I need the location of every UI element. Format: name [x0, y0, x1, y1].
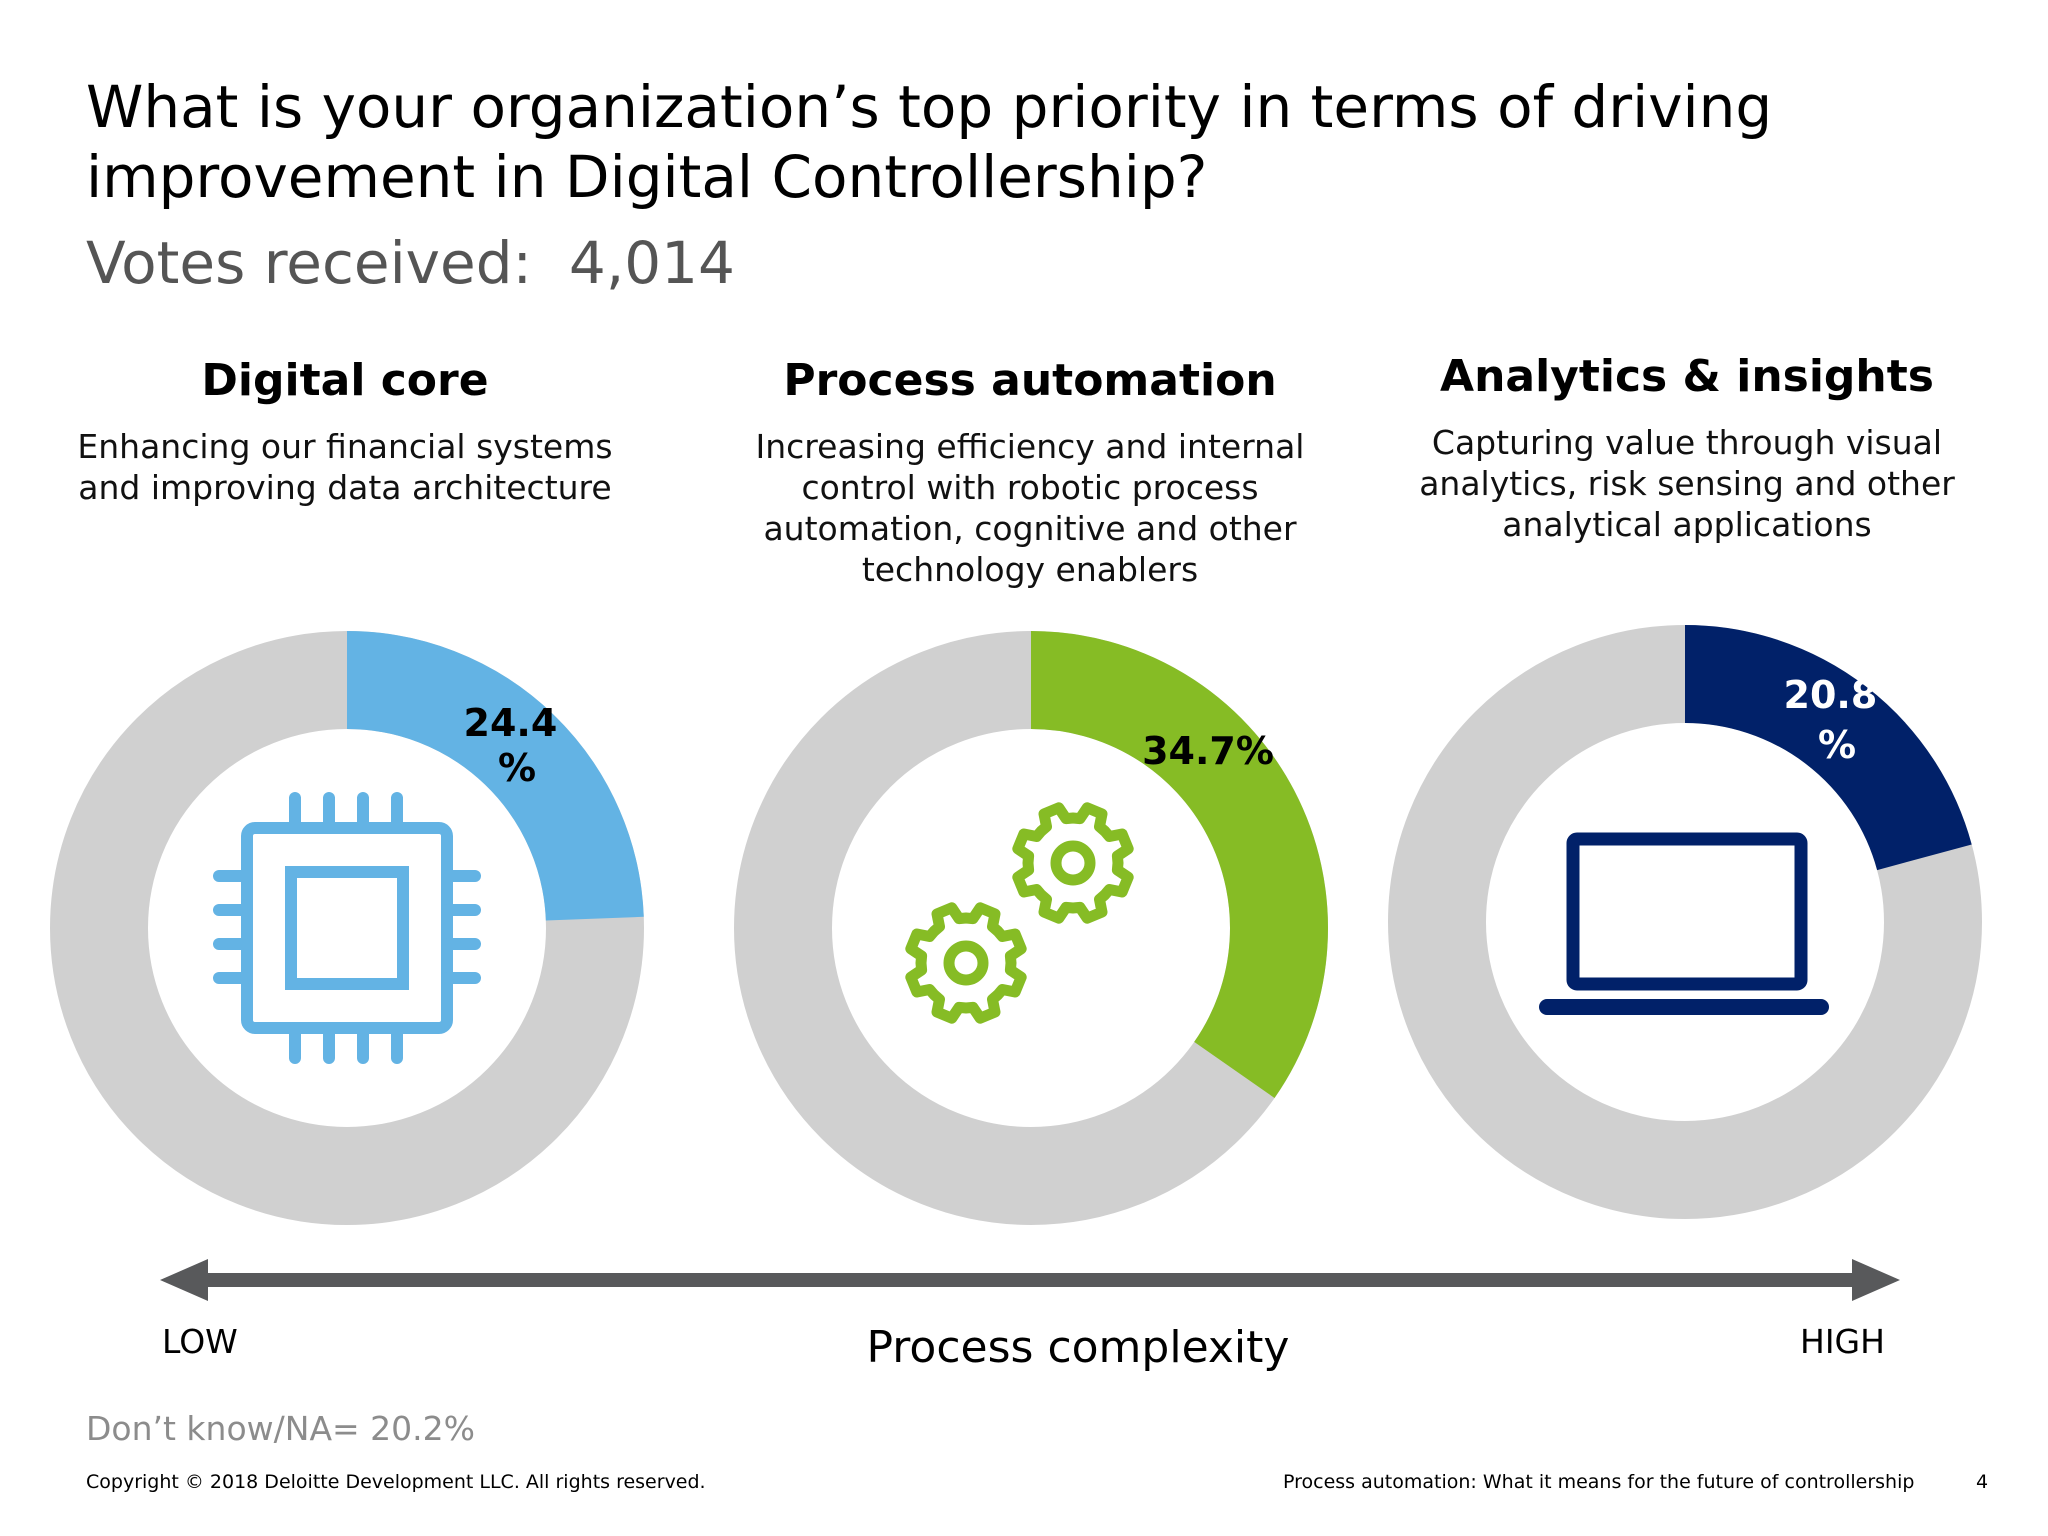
desc-line: analytics, risk sensing and other: [1419, 464, 1955, 503]
axis-low-label: LOW: [162, 1322, 238, 1361]
dont-know-note: Don’t know/NA= 20.2%: [86, 1409, 475, 1448]
copyright: Copyright © 2018 Deloitte Development LL…: [86, 1471, 706, 1493]
column-analytics-insights: Analytics & insights Capturing value thr…: [1357, 346, 2017, 545]
donut-analytics-insights: 20.8 %: [1388, 625, 1982, 1219]
footer-title: Process automation: What it means for th…: [1283, 1471, 1915, 1493]
slide-title: What is your organization’s top priority…: [86, 72, 1986, 212]
data-label-line: 34.7%: [1142, 729, 1274, 773]
desc-line: control with robotic process: [801, 468, 1259, 507]
data-label-line: 24.4: [464, 701, 558, 745]
column-heading-process-automation: Process automation: [783, 355, 1277, 406]
desc-line: Enhancing our financial systems: [77, 427, 613, 466]
donut-segment-analytics-insights: [1684, 625, 1972, 872]
desc-line: Increasing efficiency and internal: [755, 427, 1305, 466]
donut-segment-process-automation: [1030, 631, 1328, 1098]
column-digital-core: Digital core Enhancing our financial sys…: [15, 350, 675, 508]
desc-line: and improving data architecture: [78, 468, 612, 507]
desc-line: Capturing value through visual: [1431, 423, 1943, 462]
data-label-digital-core: 24.4 %: [464, 701, 571, 790]
column-desc-analytics-insights: Capturing value through visual analytics…: [1357, 422, 2017, 545]
desc-line: automation, cognitive and other: [763, 509, 1297, 548]
axis-title: Process complexity: [866, 1322, 1290, 1373]
data-label-process-automation: 34.7%: [1142, 729, 1274, 773]
data-label-line: %: [498, 746, 536, 790]
column-heading-analytics-insights: Analytics & insights: [1440, 351, 1934, 402]
slide-title-line-1: What is your organization’s top priority…: [86, 73, 1773, 141]
donut-digital-core: 24.4 %: [50, 631, 644, 1225]
page-number: 4: [1976, 1471, 1989, 1493]
column-desc-digital-core: Enhancing our financial systems and impr…: [15, 426, 675, 508]
donut-segment-digital-core: [346, 631, 644, 922]
chip-icon: [213, 792, 481, 1064]
data-label-analytics-insights: 20.8 %: [1784, 673, 1891, 767]
axis-arrowhead-left: [160, 1259, 208, 1301]
process-complexity-axis-arrow: [160, 1259, 1900, 1301]
column-desc-process-automation: Increasing efficiency and internal contr…: [700, 426, 1360, 590]
slide-title-line-2: improvement in Digital Controllership?: [86, 143, 1208, 211]
donut-process-automation: 34.7%: [734, 631, 1328, 1225]
axis-high-label: HIGH: [1800, 1322, 1885, 1361]
data-label-line: 20.8: [1784, 673, 1878, 717]
gears-icon: [905, 802, 1134, 1024]
votes-received: Votes received: 4,014: [86, 229, 735, 297]
column-heading-digital-core: Digital core: [201, 355, 489, 406]
desc-line: analytical applications: [1502, 505, 1872, 544]
laptop-icon: [1539, 832, 1829, 1015]
data-label-line: %: [1818, 723, 1856, 767]
column-process-automation: Process automation Increasing efficiency…: [700, 350, 1360, 590]
desc-line: technology enablers: [861, 550, 1199, 589]
axis-arrowhead-right: [1852, 1259, 1900, 1301]
